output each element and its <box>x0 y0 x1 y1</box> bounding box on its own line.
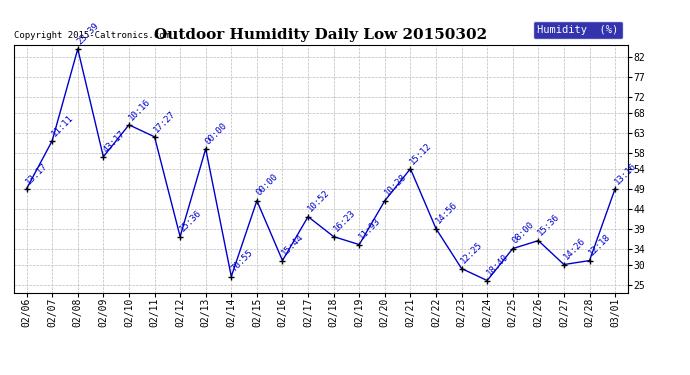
Text: 00:00: 00:00 <box>204 121 229 146</box>
Text: 00:00: 00:00 <box>255 172 280 198</box>
Text: 11:93: 11:93 <box>357 216 382 242</box>
Legend: Humidity  (%): Humidity (%) <box>533 21 622 39</box>
Text: 13:17: 13:17 <box>24 160 50 186</box>
Title: Outdoor Humidity Daily Low 20150302: Outdoor Humidity Daily Low 20150302 <box>155 28 487 42</box>
Text: 70:55: 70:55 <box>229 248 255 274</box>
Text: 13:16: 13:16 <box>613 160 638 186</box>
Text: 15:12: 15:12 <box>408 141 433 166</box>
Text: 23:39: 23:39 <box>76 21 101 46</box>
Text: 08:00: 08:00 <box>511 220 536 246</box>
Text: 10:52: 10:52 <box>306 189 331 214</box>
Text: 10:16: 10:16 <box>127 97 152 122</box>
Text: 17:27: 17:27 <box>152 109 178 134</box>
Text: 43:17: 43:17 <box>101 129 126 154</box>
Text: 11:11: 11:11 <box>50 112 75 138</box>
Text: Copyright 2015-Caltronics.com: Copyright 2015-Caltronics.com <box>14 31 170 40</box>
Text: 14:26: 14:26 <box>562 236 587 262</box>
Text: 14:56: 14:56 <box>434 201 459 226</box>
Text: 10:28: 10:28 <box>383 172 408 198</box>
Text: 12:25: 12:25 <box>460 240 485 266</box>
Text: 16:23: 16:23 <box>331 209 357 234</box>
Text: 15:36: 15:36 <box>536 213 562 238</box>
Text: 12:18: 12:18 <box>587 232 613 258</box>
Text: 18:40: 18:40 <box>485 252 511 278</box>
Text: 15:36: 15:36 <box>178 209 204 234</box>
Text: 15:44: 15:44 <box>280 232 306 258</box>
